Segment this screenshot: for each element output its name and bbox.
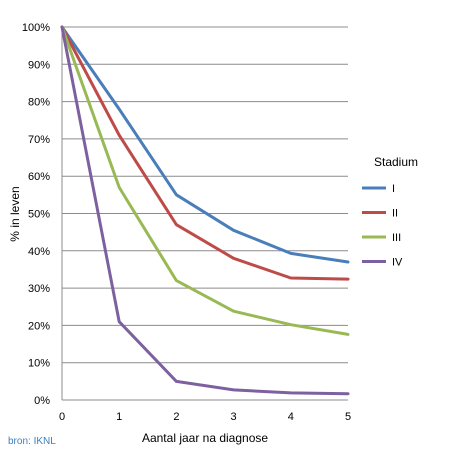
y-tick-labels: 0% 10% 20% 30% 40% 50% 60% 70% 80% 90% 100% — [22, 22, 50, 407]
legend-label-ii: II — [392, 208, 398, 220]
series-lines — [60, 25, 350, 396]
series-line-iii — [60, 25, 350, 336]
x-tick-label: 0 — [59, 411, 65, 423]
gridlines — [62, 26, 348, 364]
source-label: bron: IKNL — [8, 436, 56, 447]
legend-label-i: I — [392, 183, 395, 195]
y-tick-label: 100% — [22, 22, 50, 34]
y-tick-label: 30% — [28, 283, 50, 295]
y-axis-title: % in leven — [8, 186, 22, 241]
legend-label-iii: III — [392, 232, 401, 244]
series-line-iv — [60, 25, 350, 396]
y-tick-label: 70% — [28, 134, 50, 146]
legend-label-iv: IV — [392, 257, 403, 269]
y-tick-label: 50% — [28, 209, 50, 221]
x-tick-label: 2 — [173, 411, 179, 423]
y-tick-label: 0% — [34, 395, 50, 407]
y-tick-label: 80% — [28, 97, 50, 109]
y-tick-label: 60% — [28, 171, 50, 183]
series-line-ii — [60, 25, 350, 281]
x-axis-title: Aantal jaar na diagnose — [142, 431, 268, 445]
axes — [61, 27, 348, 401]
y-tick-label: 90% — [28, 59, 50, 71]
x-tick-labels: 0 1 2 3 4 5 — [59, 411, 351, 423]
x-tick-label: 1 — [116, 411, 122, 423]
y-tick-label: 20% — [28, 320, 50, 332]
y-tick-label: 10% — [28, 358, 50, 370]
legend-title: Stadium — [374, 155, 418, 169]
series-line-i — [60, 25, 350, 264]
y-tick-label: 40% — [28, 246, 50, 258]
x-tick-label: 5 — [345, 411, 351, 423]
x-tick-label: 3 — [231, 411, 237, 423]
x-tick-label: 4 — [288, 411, 294, 423]
